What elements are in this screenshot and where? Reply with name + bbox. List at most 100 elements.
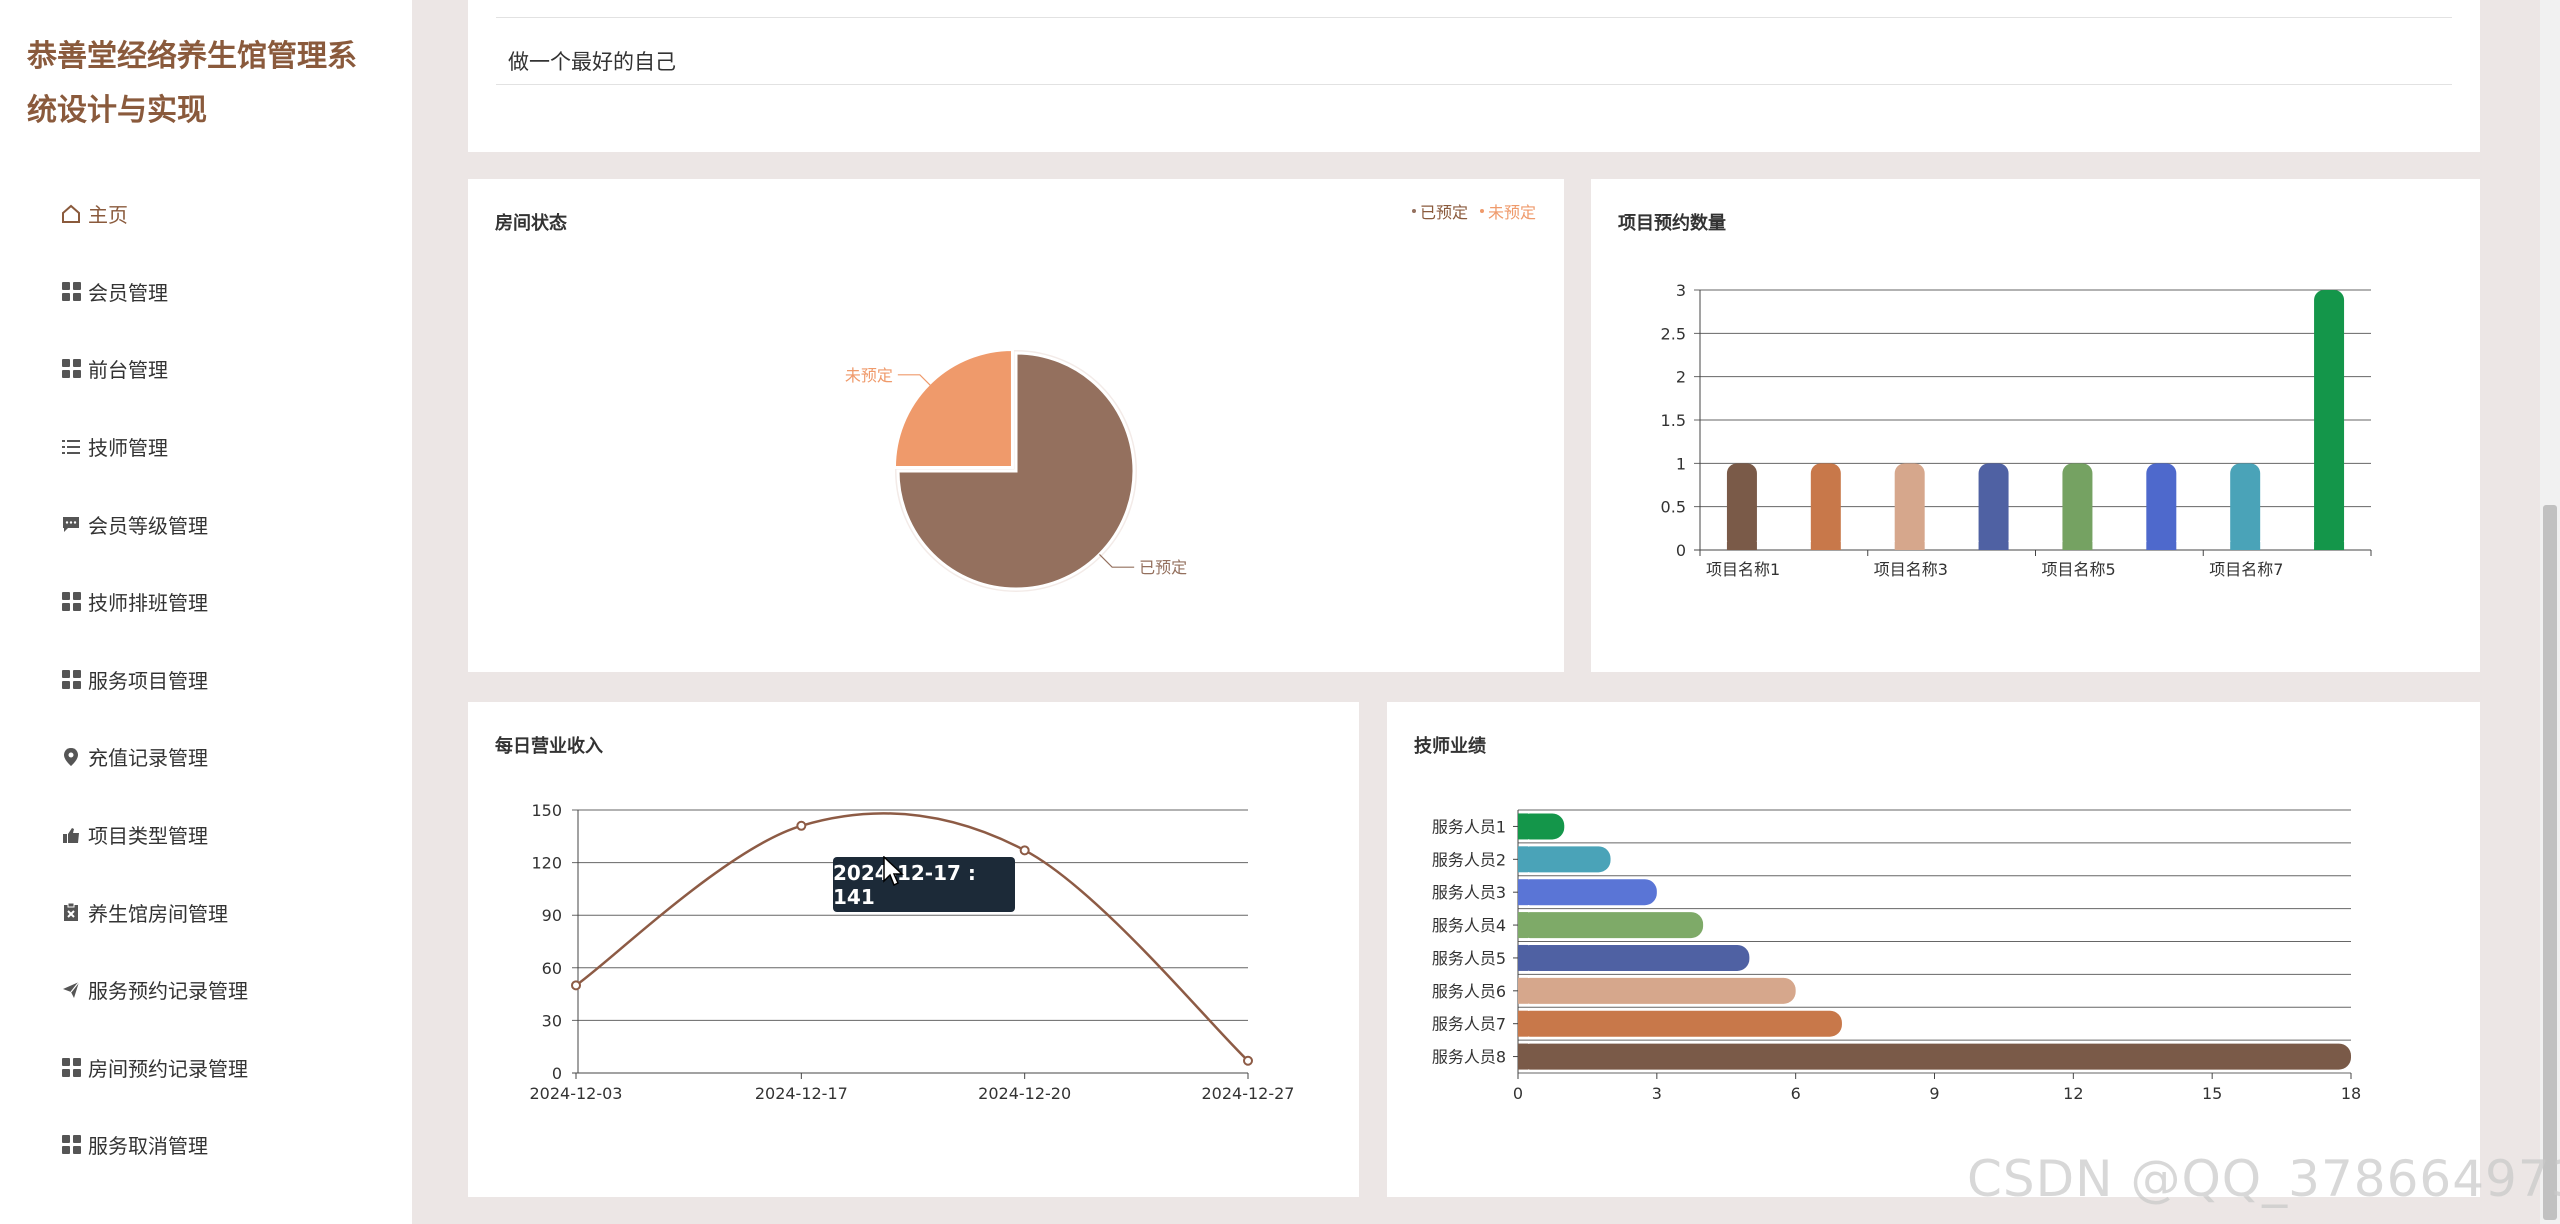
pie-legend: 已预定 未预定 xyxy=(1411,199,1536,223)
sidebar-item-project-types[interactable]: 项目类型管理 xyxy=(0,796,412,874)
list-icon xyxy=(60,436,82,458)
sidebar-item-label: 服务项目管理 xyxy=(88,668,208,693)
sidebar-item-technicians[interactable]: 技师管理 xyxy=(0,408,412,486)
sidebar-item-label: 会员等级管理 xyxy=(88,513,208,538)
sidebar-item-cancellations[interactable]: 服务取消管理 xyxy=(0,1106,412,1184)
bar xyxy=(1810,463,1841,550)
pie-label-line xyxy=(1099,554,1135,568)
app-title: 恭善堂经络养生馆管理系统设计与实现 xyxy=(27,39,357,128)
legend-item-unbooked[interactable]: 未预定 xyxy=(1479,199,1536,223)
y-tick-label: 60 xyxy=(542,959,562,978)
x-tick-label: 12 xyxy=(2063,1084,2083,1103)
x-tick-label: 0 xyxy=(1513,1084,1523,1103)
x-tick-label: 2024-12-17 xyxy=(755,1084,848,1103)
bar xyxy=(1518,977,1796,1004)
bar xyxy=(1518,846,1611,873)
mouse-cursor-icon xyxy=(883,856,904,887)
bar-base xyxy=(1518,912,1528,939)
divider xyxy=(496,84,2452,85)
technician-performance-chart: 服务人员1 服务人员2 服务人员3 服务人员4 服务人员5 服务人员6 服务人员7 服务人员8… xyxy=(1432,809,2361,1103)
bar-base xyxy=(1518,1043,1528,1070)
scrollbar-thumb[interactable] xyxy=(2543,505,2557,1220)
watermark: CSDN @QQ_3786649731 xyxy=(1967,1150,2560,1208)
chat-icon xyxy=(60,513,82,535)
x-tick-label: 15 xyxy=(2202,1084,2222,1103)
series-line xyxy=(575,812,1249,1062)
y-tick-label: 150 xyxy=(531,801,562,820)
grid-icon xyxy=(60,280,82,302)
notice-item[interactable]: 做一个最好的自己 xyxy=(508,50,676,74)
bar-base xyxy=(1726,542,1757,550)
grid-icon xyxy=(60,1134,82,1156)
bar xyxy=(1894,463,1925,550)
grid-icon xyxy=(60,358,82,380)
bar xyxy=(2314,290,2345,550)
send-icon xyxy=(60,979,82,1001)
sidebar-item-recharge[interactable]: 充值记录管理 xyxy=(0,718,412,796)
bar xyxy=(1726,463,1757,550)
sidebar-item-label: 项目类型管理 xyxy=(88,824,208,849)
y-tick-label: 服务人员1 xyxy=(1432,817,1506,836)
sidebar-item-home[interactable]: 主页 xyxy=(0,175,412,253)
project-bookings-chart: 0 0.5 1 1.5 2 2.5 3 项目名称1 项目名称3 项目名称5 项目名称7 xyxy=(1661,281,2372,579)
sidebar-item-service-bookings[interactable]: 服务预约记录管理 xyxy=(0,951,412,1029)
data-point xyxy=(1243,1055,1253,1066)
pie-label: 已预定 xyxy=(1139,558,1187,577)
sidebar-item-rooms[interactable]: 养生馆房间管理 xyxy=(0,873,412,951)
bar-base xyxy=(1518,977,1528,1004)
daily-revenue-chart: 0 30 60 90 120 150 2024-12-03 2024-12-17 2024-12… xyxy=(530,801,1295,1103)
sidebar-item-services[interactable]: 服务项目管理 xyxy=(0,641,412,719)
sidebar-item-member-levels[interactable]: 会员等级管理 xyxy=(0,485,412,563)
daily-revenue-panel: 每日营业收入 0 30 60 90 120 150 2024-12-03 2024-12-17… xyxy=(468,702,1359,1197)
sidebar-item-members[interactable]: 会员管理 xyxy=(0,253,412,331)
y-tick-label: 90 xyxy=(542,906,562,925)
data-point xyxy=(571,980,581,991)
y-tick-label: 30 xyxy=(542,1011,562,1030)
bar-base xyxy=(1518,1010,1528,1037)
notice-panel: 做一个最好的自己 xyxy=(468,0,2480,152)
bar xyxy=(1518,912,1704,939)
sidebar-item-room-bookings[interactable]: 房间预约记录管理 xyxy=(0,1029,412,1107)
pie-label-line xyxy=(897,374,933,388)
pie-chart: 已预定 未预定 xyxy=(845,347,1187,592)
y-tick-label: 0 xyxy=(1676,541,1686,560)
sidebar-item-label: 养生馆房间管理 xyxy=(88,901,228,926)
y-tick-label: 1.5 xyxy=(1661,411,1686,430)
data-point xyxy=(796,820,807,831)
sidebar-item-label: 技师排班管理 xyxy=(88,591,208,616)
sidebar-item-label: 服务预约记录管理 xyxy=(88,979,248,1004)
x-tick-label: 9 xyxy=(1929,1084,1939,1103)
y-tick-label: 3 xyxy=(1676,281,1686,300)
y-tick-label: 服务人员3 xyxy=(1432,883,1506,902)
sidebar-item-label: 服务取消管理 xyxy=(88,1134,208,1159)
sidebar-item-front-desk[interactable]: 前台管理 xyxy=(0,330,412,408)
grid-icon xyxy=(60,1056,82,1078)
grid-icon xyxy=(60,591,82,613)
y-tick-label: 1 xyxy=(1676,454,1686,473)
data-point xyxy=(1019,845,1030,856)
bar-base xyxy=(1978,542,2009,550)
sidebar-item-label: 前台管理 xyxy=(88,358,168,383)
sidebar-item-label: 充值记录管理 xyxy=(88,746,208,771)
pie-slice xyxy=(892,347,1014,469)
bar-base xyxy=(1518,879,1528,906)
y-tick-label: 2.5 xyxy=(1661,324,1686,343)
sidebar-item-schedule[interactable]: 技师排班管理 xyxy=(0,563,412,641)
divider xyxy=(496,17,2452,18)
project-bookings-panel: 项目预约数量 0 0.5 1 1.5 2 2.5 3 项目名称1 项目名称3 项目名称5 项目名称7 xyxy=(1591,179,2480,672)
page-scrollbar[interactable] xyxy=(2540,0,2560,1224)
bar xyxy=(2146,463,2177,550)
grid-icon xyxy=(60,668,82,690)
x-tick-label: 项目名称7 xyxy=(2209,560,2283,579)
y-tick-label: 服务人员8 xyxy=(1432,1048,1506,1067)
bar-base xyxy=(2314,542,2345,550)
bar-base xyxy=(1518,813,1528,840)
sidebar-menu: 主页 会员管理 前台管理 技师管理 会员等级管理 技师排班管理 xyxy=(0,175,412,1184)
y-tick-label: 服务人员4 xyxy=(1432,916,1506,935)
legend-label: 未预定 xyxy=(1487,203,1536,222)
x-tick-label: 2024-12-27 xyxy=(1202,1084,1295,1103)
x-tick-label: 项目名称1 xyxy=(1706,560,1780,579)
legend-item-booked[interactable]: 已预定 xyxy=(1411,199,1468,223)
bar xyxy=(2062,463,2093,550)
bar-base xyxy=(1518,944,1528,971)
